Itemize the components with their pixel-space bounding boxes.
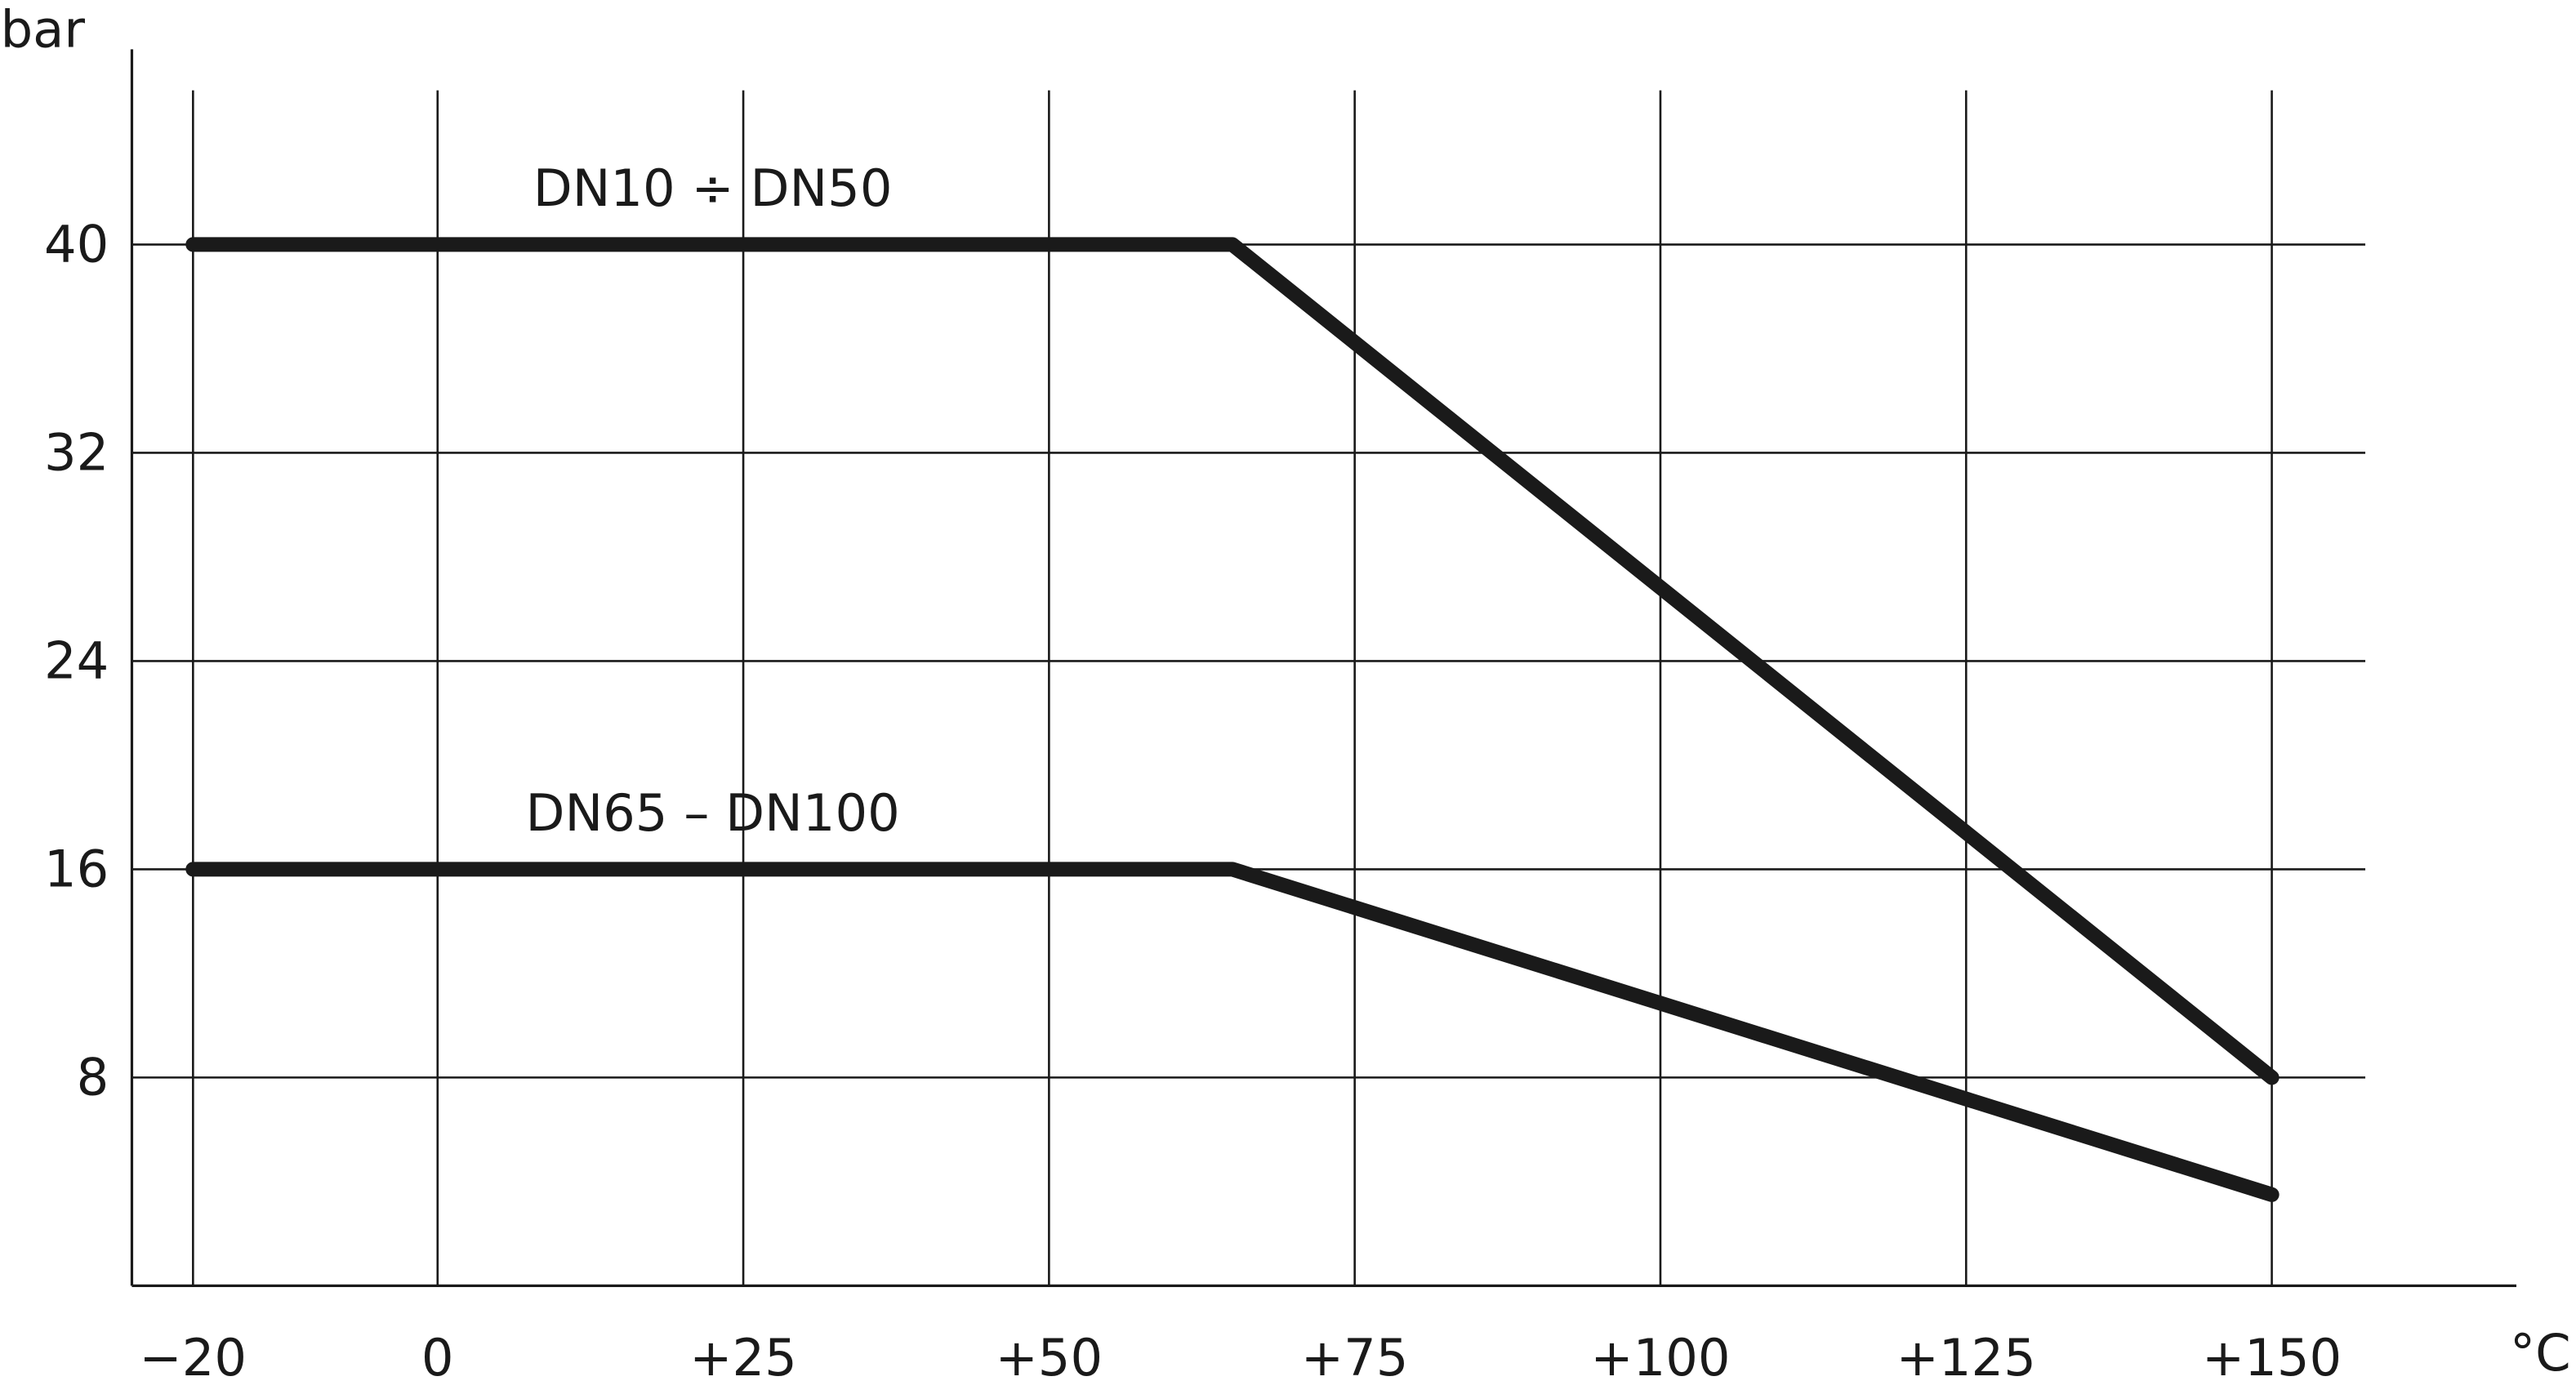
x-tick-label: +75 (1301, 1328, 1409, 1381)
x-tick-label: −20 (140, 1328, 247, 1381)
y-tick-label: 8 (77, 1047, 109, 1107)
x-tick-label: +125 (1896, 1328, 2036, 1381)
y-tick-label: 24 (44, 630, 109, 690)
x-tick-label: +25 (689, 1328, 797, 1381)
x-tick-label: +100 (1590, 1328, 1730, 1381)
y-tick-label: 40 (44, 214, 109, 274)
x-tick-label: +50 (996, 1328, 1103, 1381)
y-tick-label: 16 (44, 839, 109, 898)
series-label: DN10 ÷ DN50 (533, 158, 893, 218)
series-label: DN65 – DN100 (525, 783, 899, 843)
series-line (185, 237, 2280, 1085)
y-axis-label: bar (1, 0, 86, 59)
x-tick-label: 0 (421, 1328, 454, 1381)
y-tick-label: 32 (44, 422, 109, 482)
series-line (185, 862, 2280, 1202)
x-axis-label: °C (2510, 1323, 2571, 1381)
x-tick-label: +150 (2202, 1328, 2342, 1381)
